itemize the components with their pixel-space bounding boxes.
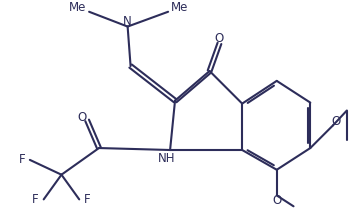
Text: O: O <box>78 111 87 124</box>
Text: N: N <box>123 15 132 28</box>
Text: O: O <box>272 194 281 207</box>
Text: Me: Me <box>171 1 188 14</box>
Text: Me: Me <box>69 1 86 14</box>
Text: F: F <box>32 193 39 206</box>
Text: F: F <box>19 153 25 166</box>
Text: O: O <box>215 32 224 45</box>
Text: O: O <box>332 115 341 128</box>
Text: F: F <box>84 193 91 206</box>
Text: NH: NH <box>158 152 176 165</box>
